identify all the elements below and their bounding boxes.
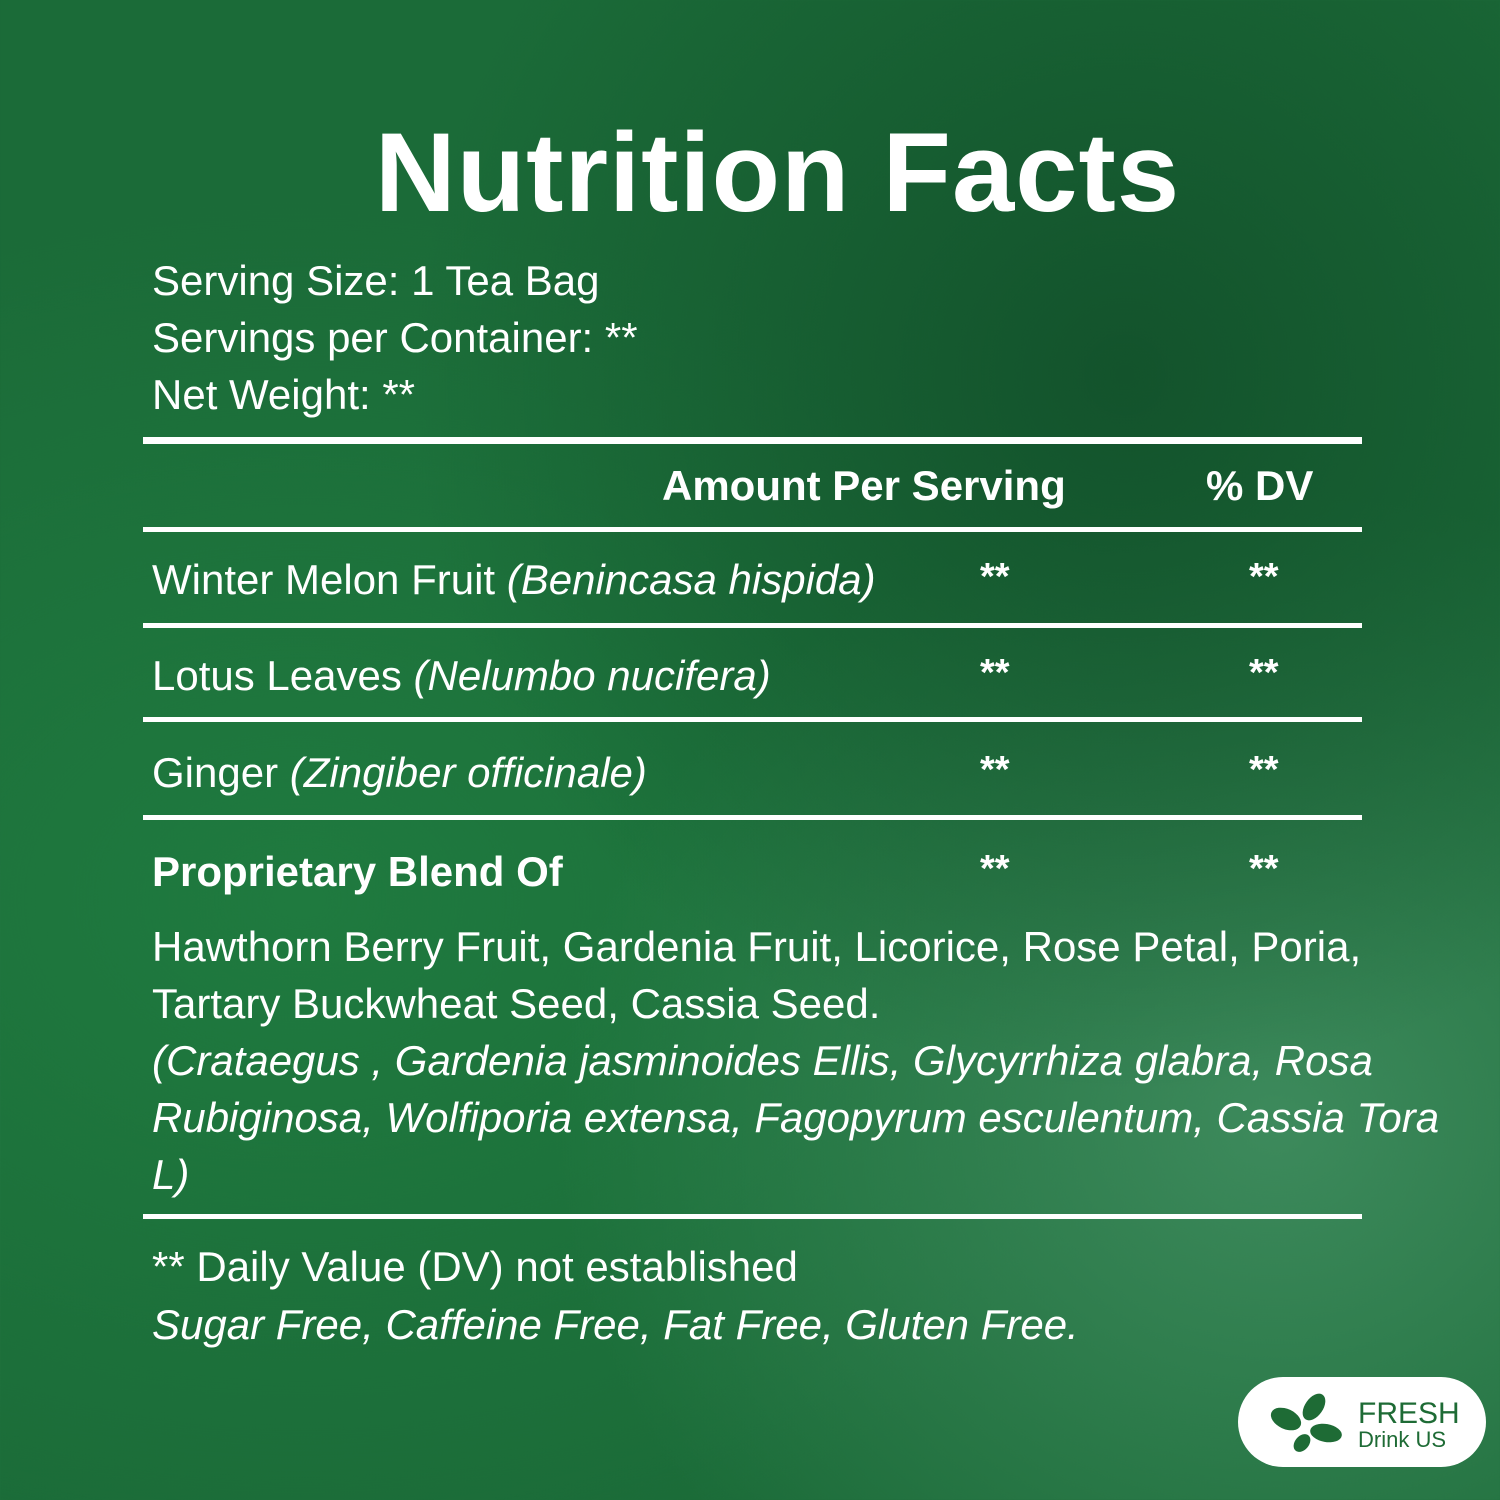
divider [143,623,1362,628]
header-dv: % DV [1206,462,1314,509]
ingredient-name: Ginger [152,749,279,796]
divider [143,437,1362,444]
ingredient-latin: (Nelumbo nucifera) [413,652,771,699]
dv: ** [1249,749,1279,791]
ingredient-latin: (Benincasa hispida) [506,556,876,603]
ingredient-latin: (Zingiber officinale) [289,749,647,796]
header-amount: Amount Per Serving [662,462,1066,509]
amount: ** [980,652,1010,694]
claims: Sugar Free, Caffeine Free, Fat Free, Glu… [152,1301,1079,1348]
logo-line1: FRESH [1358,1397,1460,1430]
footnote: ** Daily Value (DV) not established [152,1243,798,1290]
serving-size: Serving Size: 1 Tea Bag [152,257,600,304]
blend-list: Hawthorn Berry Fruit, Gardenia Fruit, Li… [152,918,1452,1203]
amount: ** [980,556,1010,598]
leaf-icon [1270,1393,1342,1452]
ingredient-name: Winter Melon Fruit [152,556,496,603]
servings-per-container: Servings per Container: ** [152,314,638,361]
page-title: Nutrition Facts [374,110,1181,235]
divider [143,527,1362,532]
ingredient-name: Proprietary Blend Of [152,848,563,895]
amount: ** [980,848,1010,890]
dv: ** [1249,652,1279,694]
blend-latin: (Crataegus , Gardenia jasminoides Ellis,… [152,1037,1440,1198]
dv: ** [1249,556,1279,598]
net-weight: Net Weight: ** [152,371,416,418]
divider [143,1214,1362,1219]
brand-logo: FRESH Drink US [1238,1377,1486,1467]
divider [143,815,1362,820]
amount: ** [980,749,1010,791]
divider [143,717,1362,722]
blend-ingredients: Hawthorn Berry Fruit, Gardenia Fruit, Li… [152,923,1362,1027]
ingredient-name: Lotus Leaves [152,652,402,699]
logo-line2: Drink US [1358,1427,1447,1452]
dv: ** [1249,848,1279,890]
